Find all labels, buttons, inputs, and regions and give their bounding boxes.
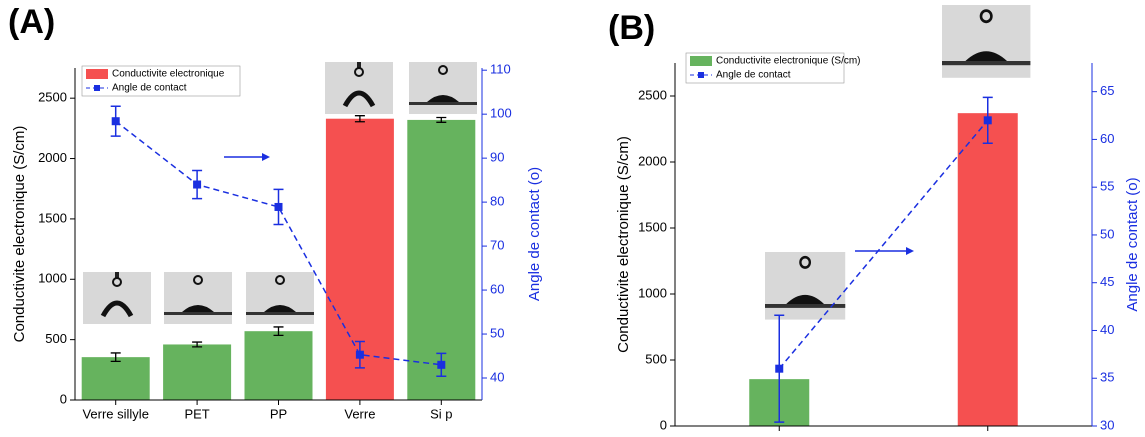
y2-tick-label: 55 [1100,179,1114,194]
droplet-images [83,3,1032,324]
legend-swatch [86,69,108,79]
marker [983,116,992,125]
panel-label: (B) [608,9,655,47]
error-bar [192,341,203,348]
y-tick-label: 0 [660,417,667,432]
x-tick-label: PET [184,406,209,421]
y2-tick-label: 30 [1100,417,1114,432]
error-bar [110,352,121,363]
y2-tick-label: 35 [1100,370,1114,385]
marker [437,360,446,369]
y-tick-label: 500 [45,331,67,346]
error-bar [436,116,447,123]
y2-tick-label: 50 [490,325,504,340]
y2-axis-label: Angle de contact (o) [526,167,543,301]
y-tick-label: 2000 [638,153,667,168]
y2-tick-label: 60 [1100,131,1114,146]
legend-label: Angle de contact [112,83,187,94]
legend-label: Conductivite electronique [112,69,225,80]
line [778,119,989,370]
line [115,120,442,366]
bar [244,331,313,400]
legend-swatch [690,56,712,66]
y2-tick-label: 45 [1100,274,1114,289]
y-tick-label: 2500 [38,90,67,105]
y-tick-label: 2000 [38,150,67,165]
y-tick-label: 500 [645,351,667,366]
y2-tick-label: 110 [490,62,511,77]
y-axis-label: Conductivite electronique (S/cm) [615,136,632,353]
legend-marker [94,85,100,91]
legend: Conductivite electronique Angle de contac… [81,65,241,97]
y2-tick-label: 80 [490,194,504,209]
legend-marker [698,72,704,78]
y-tick-label: 1000 [38,271,67,286]
x-tick-label: Verre sillyle [82,406,148,421]
x-tick-label: Verre [344,406,375,421]
marker [775,364,784,373]
legend-label: Conductivite electronique (S/cm) [716,56,861,67]
legend-label: Angle de contact [716,70,791,81]
y2-tick-label: 100 [490,106,512,121]
error-bar [354,115,365,123]
marker [193,180,202,189]
panel-label: (A) [8,3,55,41]
y2-tick-label: 40 [490,369,504,384]
marker [274,202,283,211]
y2-tick-label: 40 [1100,322,1114,337]
y2-tick-label: 65 [1100,83,1114,98]
y-tick-label: 1500 [638,219,667,234]
legend-box [81,65,241,97]
y2-tick-label: 90 [490,150,504,165]
error-bar [273,326,284,337]
legend-box [685,52,845,84]
y-tick-label: 2500 [638,87,667,102]
bar [81,357,150,400]
arrows [224,153,914,255]
marker [111,117,120,126]
y-tick-label: 0 [60,391,67,406]
y-tick-label: 1500 [38,210,67,225]
bar [957,113,1018,426]
y2-tick-label: 60 [490,282,504,297]
legend: Conductivite electronique (S/cm) Angle de… [685,52,861,84]
y-axis-label: Conductivite electronique (S/cm) [11,126,28,343]
y-tick-label: 1000 [638,285,667,300]
x-tick-label: PP [270,406,287,421]
bar [163,344,232,400]
x-tick-label: Si p [430,406,452,421]
marker [355,350,364,359]
y2-axis-label: Angle de contact (o) [1124,177,1141,311]
y2-tick-label: 50 [1100,226,1114,241]
y2-tick-label: 70 [490,238,504,253]
